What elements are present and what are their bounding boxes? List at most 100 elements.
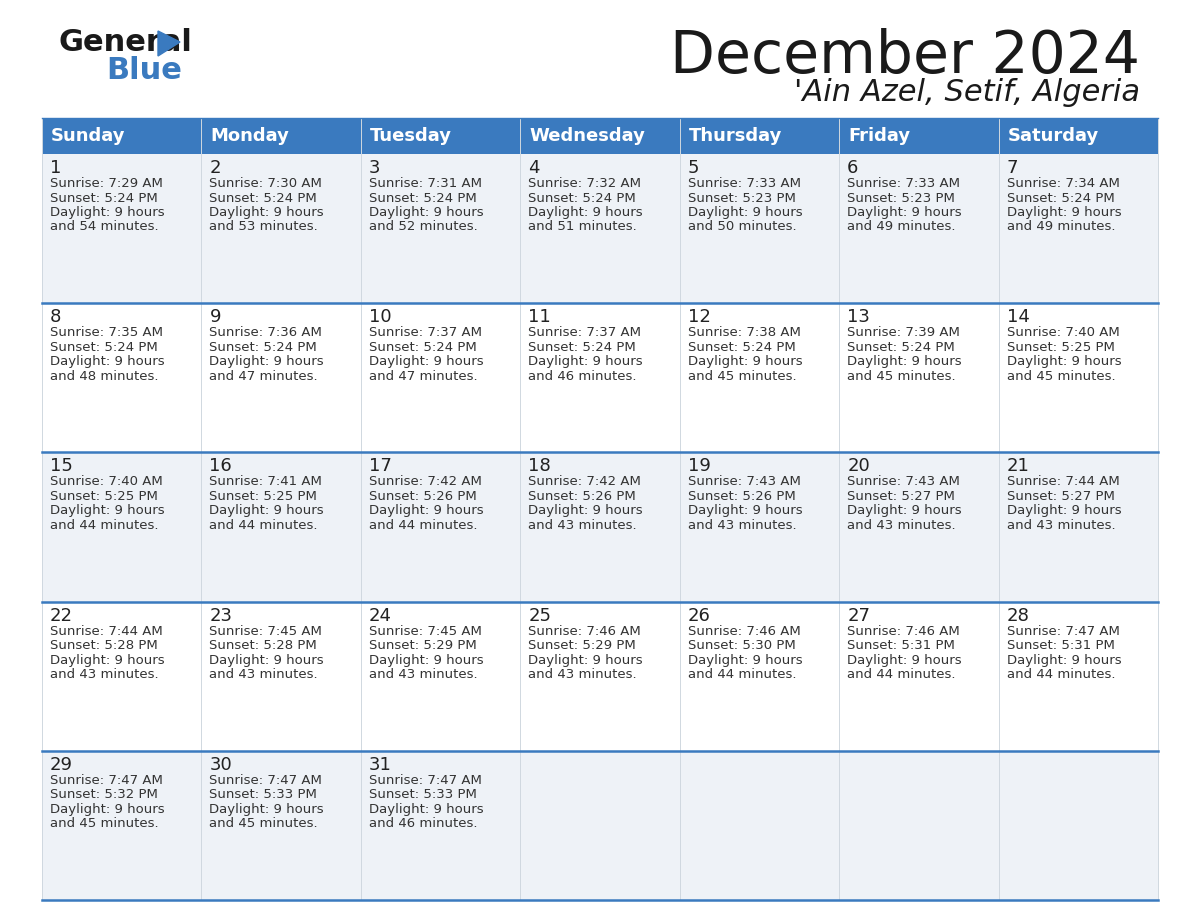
Text: Sunset: 5:25 PM: Sunset: 5:25 PM bbox=[50, 490, 158, 503]
Text: and 45 minutes.: and 45 minutes. bbox=[50, 817, 159, 830]
Text: 16: 16 bbox=[209, 457, 232, 476]
Text: Sunrise: 7:38 AM: Sunrise: 7:38 AM bbox=[688, 326, 801, 339]
Text: and 43 minutes.: and 43 minutes. bbox=[368, 668, 478, 681]
Bar bbox=[42, 303, 1158, 453]
Text: December 2024: December 2024 bbox=[670, 28, 1140, 85]
Text: 4: 4 bbox=[529, 159, 539, 177]
Text: Sunrise: 7:47 AM: Sunrise: 7:47 AM bbox=[368, 774, 481, 787]
Text: Sunrise: 7:47 AM: Sunrise: 7:47 AM bbox=[50, 774, 163, 787]
Text: Daylight: 9 hours: Daylight: 9 hours bbox=[688, 355, 802, 368]
Text: 9: 9 bbox=[209, 308, 221, 326]
Text: Blue: Blue bbox=[106, 56, 182, 85]
Text: Sunset: 5:24 PM: Sunset: 5:24 PM bbox=[50, 341, 158, 353]
Text: Daylight: 9 hours: Daylight: 9 hours bbox=[529, 206, 643, 219]
Text: Daylight: 9 hours: Daylight: 9 hours bbox=[1006, 355, 1121, 368]
Text: and 53 minutes.: and 53 minutes. bbox=[209, 220, 318, 233]
Text: Wednesday: Wednesday bbox=[530, 127, 645, 145]
Text: and 44 minutes.: and 44 minutes. bbox=[50, 519, 158, 532]
Text: and 43 minutes.: and 43 minutes. bbox=[209, 668, 318, 681]
Text: Sunrise: 7:29 AM: Sunrise: 7:29 AM bbox=[50, 177, 163, 190]
Text: 7: 7 bbox=[1006, 159, 1018, 177]
Text: Sunrise: 7:31 AM: Sunrise: 7:31 AM bbox=[368, 177, 482, 190]
Text: Sunrise: 7:47 AM: Sunrise: 7:47 AM bbox=[1006, 624, 1119, 638]
Text: and 51 minutes.: and 51 minutes. bbox=[529, 220, 637, 233]
Text: and 43 minutes.: and 43 minutes. bbox=[847, 519, 956, 532]
Text: Daylight: 9 hours: Daylight: 9 hours bbox=[529, 504, 643, 518]
Text: General: General bbox=[58, 28, 192, 57]
Text: Sunset: 5:24 PM: Sunset: 5:24 PM bbox=[209, 192, 317, 205]
Text: Tuesday: Tuesday bbox=[369, 127, 451, 145]
Text: Sunrise: 7:42 AM: Sunrise: 7:42 AM bbox=[529, 476, 642, 488]
Text: Sunrise: 7:44 AM: Sunrise: 7:44 AM bbox=[1006, 476, 1119, 488]
Text: Sunrise: 7:45 AM: Sunrise: 7:45 AM bbox=[209, 624, 322, 638]
Text: and 44 minutes.: and 44 minutes. bbox=[209, 519, 318, 532]
Text: and 44 minutes.: and 44 minutes. bbox=[847, 668, 955, 681]
Text: 11: 11 bbox=[529, 308, 551, 326]
Text: Sunrise: 7:30 AM: Sunrise: 7:30 AM bbox=[209, 177, 322, 190]
Text: Daylight: 9 hours: Daylight: 9 hours bbox=[368, 206, 484, 219]
Text: Monday: Monday bbox=[210, 127, 290, 145]
Text: Sunset: 5:26 PM: Sunset: 5:26 PM bbox=[368, 490, 476, 503]
Text: Daylight: 9 hours: Daylight: 9 hours bbox=[209, 803, 324, 816]
Text: Sunrise: 7:46 AM: Sunrise: 7:46 AM bbox=[847, 624, 960, 638]
Text: Sunrise: 7:42 AM: Sunrise: 7:42 AM bbox=[368, 476, 481, 488]
Text: Daylight: 9 hours: Daylight: 9 hours bbox=[529, 355, 643, 368]
Text: and 50 minutes.: and 50 minutes. bbox=[688, 220, 796, 233]
Bar bbox=[42, 453, 1158, 601]
Text: 'Ain Azel, Setif, Algeria: 'Ain Azel, Setif, Algeria bbox=[794, 78, 1140, 107]
Text: Sunset: 5:24 PM: Sunset: 5:24 PM bbox=[529, 341, 636, 353]
Text: Sunrise: 7:47 AM: Sunrise: 7:47 AM bbox=[209, 774, 322, 787]
Text: Saturday: Saturday bbox=[1007, 127, 1099, 145]
Text: 15: 15 bbox=[50, 457, 72, 476]
Text: Daylight: 9 hours: Daylight: 9 hours bbox=[688, 654, 802, 666]
Text: Sunset: 5:25 PM: Sunset: 5:25 PM bbox=[209, 490, 317, 503]
Text: 1: 1 bbox=[50, 159, 62, 177]
Text: Sunset: 5:33 PM: Sunset: 5:33 PM bbox=[209, 789, 317, 801]
Text: and 43 minutes.: and 43 minutes. bbox=[1006, 519, 1116, 532]
Text: and 43 minutes.: and 43 minutes. bbox=[529, 519, 637, 532]
Text: and 45 minutes.: and 45 minutes. bbox=[847, 370, 956, 383]
Text: Daylight: 9 hours: Daylight: 9 hours bbox=[847, 654, 962, 666]
Text: Daylight: 9 hours: Daylight: 9 hours bbox=[50, 803, 165, 816]
Text: 20: 20 bbox=[847, 457, 870, 476]
Text: Sunrise: 7:32 AM: Sunrise: 7:32 AM bbox=[529, 177, 642, 190]
Text: Sunset: 5:32 PM: Sunset: 5:32 PM bbox=[50, 789, 158, 801]
Text: Daylight: 9 hours: Daylight: 9 hours bbox=[529, 654, 643, 666]
Text: Sunset: 5:24 PM: Sunset: 5:24 PM bbox=[529, 192, 636, 205]
Text: Daylight: 9 hours: Daylight: 9 hours bbox=[50, 504, 165, 518]
Text: 3: 3 bbox=[368, 159, 380, 177]
Text: Sunset: 5:29 PM: Sunset: 5:29 PM bbox=[368, 639, 476, 652]
Text: Daylight: 9 hours: Daylight: 9 hours bbox=[368, 803, 484, 816]
Text: 5: 5 bbox=[688, 159, 700, 177]
Bar bbox=[42, 601, 1158, 751]
Text: Sunday: Sunday bbox=[51, 127, 126, 145]
Text: Sunrise: 7:41 AM: Sunrise: 7:41 AM bbox=[209, 476, 322, 488]
Text: Daylight: 9 hours: Daylight: 9 hours bbox=[1006, 654, 1121, 666]
Text: Sunset: 5:31 PM: Sunset: 5:31 PM bbox=[1006, 639, 1114, 652]
Text: Daylight: 9 hours: Daylight: 9 hours bbox=[688, 504, 802, 518]
Bar bbox=[42, 118, 202, 154]
Text: Sunrise: 7:37 AM: Sunrise: 7:37 AM bbox=[529, 326, 642, 339]
Text: Sunrise: 7:33 AM: Sunrise: 7:33 AM bbox=[688, 177, 801, 190]
Text: Sunrise: 7:43 AM: Sunrise: 7:43 AM bbox=[847, 476, 960, 488]
Text: Sunrise: 7:40 AM: Sunrise: 7:40 AM bbox=[50, 476, 163, 488]
Bar bbox=[361, 118, 520, 154]
Text: and 44 minutes.: and 44 minutes. bbox=[1006, 668, 1116, 681]
Text: Daylight: 9 hours: Daylight: 9 hours bbox=[50, 654, 165, 666]
Text: and 49 minutes.: and 49 minutes. bbox=[847, 220, 955, 233]
Bar bbox=[999, 118, 1158, 154]
Text: Sunset: 5:23 PM: Sunset: 5:23 PM bbox=[847, 192, 955, 205]
Polygon shape bbox=[158, 31, 181, 56]
Text: 30: 30 bbox=[209, 756, 232, 774]
Text: Friday: Friday bbox=[848, 127, 910, 145]
Text: and 47 minutes.: and 47 minutes. bbox=[368, 370, 478, 383]
Text: 17: 17 bbox=[368, 457, 392, 476]
Text: Sunset: 5:28 PM: Sunset: 5:28 PM bbox=[50, 639, 158, 652]
Text: Sunset: 5:24 PM: Sunset: 5:24 PM bbox=[688, 341, 796, 353]
Text: Thursday: Thursday bbox=[689, 127, 782, 145]
Text: Sunrise: 7:33 AM: Sunrise: 7:33 AM bbox=[847, 177, 960, 190]
Text: 28: 28 bbox=[1006, 607, 1030, 624]
Text: 29: 29 bbox=[50, 756, 72, 774]
Text: Sunset: 5:31 PM: Sunset: 5:31 PM bbox=[847, 639, 955, 652]
Text: 2: 2 bbox=[209, 159, 221, 177]
